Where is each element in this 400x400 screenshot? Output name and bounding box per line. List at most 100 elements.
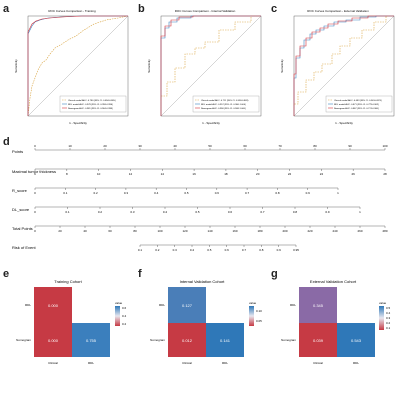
axis-tick-label: 10 [97,172,101,176]
legend-tick: 0.1 [386,326,391,330]
col-label: Clinical [182,361,192,365]
axis-tick-label: 26 [352,172,356,176]
axis-tick-label: 10 [68,144,72,148]
axis-tick-label: 24 [320,172,324,176]
panel-letter-f: f [138,268,142,280]
legend-rdl: RDL model AUC: 0.957 (95% CI: 0.906-1.00… [201,103,246,106]
cell-value: 0.755 [86,338,97,343]
axis-tick-label: 20 [256,172,260,176]
clinical-roc-line [293,15,394,116]
risk-axis: 0.1 0.2 0.3 0.4 0.5 0.6 0.7 0.8 0.9 0.95 [138,245,299,252]
legend-rdl: RDL model AUC: 0.978 (95% CI: 0.959-0.99… [68,103,113,106]
axis-tick-label: 220 [307,229,312,233]
cell-value: 0.012 [182,338,193,343]
axis-tick-label: 0.6 [225,248,230,252]
roc-title: ROC Curves Comparison - Training [48,9,96,13]
axis-tick-label: 16 [192,172,196,176]
axis-tick-label: 180 [257,229,262,233]
axis-tick-label: 8 [66,172,68,176]
cell-rdl-clinical [34,287,72,323]
cell-nomogram-clinical [34,323,72,357]
axis-tick-label: 80 [313,144,317,148]
axis-tick-label: 200 [282,229,287,233]
axis-tick-label: 60 [243,144,247,148]
axis-tick-label: 0.8 [259,248,264,252]
col-label: Clinical [48,361,58,365]
axis-tick-label: 0 [34,229,36,233]
nomogram-row-label: Maximal tumor thickness [12,169,56,174]
axis-tick-label: 50 [208,144,212,148]
cell-rdl-clinical [299,287,337,323]
col-label: Clinical [313,361,323,365]
heatmap-internal: Internal Validation Cohort 0.127 0.012 0… [150,279,262,365]
roc-ylabel: Sensitivity [280,59,284,73]
row-label: Nomogram [16,338,31,342]
nomogram-row-label: Total Points [12,226,33,231]
legend-clinical: Clinical model AUC: 0.711 (95% CI: 0.558… [201,99,249,102]
axis-tick-label: 0.6 [228,210,233,214]
nomogram-row-label: R_score [12,188,28,193]
axis-tick-label: 0.4 [163,210,168,214]
diagonal-reference-line [27,15,129,117]
axis-tick-label: 0.7 [245,191,250,195]
plot-frame [293,15,395,117]
roc-xlabel: 1 - Specificity [335,121,353,125]
legend-tick: 0.2 [386,321,391,325]
axis-tick-label: 0.4 [190,248,195,252]
axis-tick-label: 60 [108,229,112,233]
axis-tick-label: 40 [83,229,87,233]
axis-tick-label: 0.3 [130,210,135,214]
heatmap-title: External Validation Cohort [310,279,357,284]
roc-title: ROC Curves Comparison - External Validat… [307,9,369,13]
axis-tick-label: 0.1 [63,191,68,195]
axis-tick-label: 0.3 [124,191,129,195]
axis-tick-label: 0.1 [138,248,143,252]
cell-value: 0.141 [220,338,231,343]
axis-tick-label: 0.2 [94,191,99,195]
col-label: RDL [353,361,359,365]
nomogram-roc-line [160,15,261,116]
axis-tick-label: 0.5 [195,210,200,214]
axis-tick-label: 30 [138,144,142,148]
legend-tick: 0.4 [122,314,127,318]
roc-legend-box [192,95,260,113]
legend-tick: 0.05 [256,319,262,323]
axis-tick-label: 0.8 [293,210,298,214]
cell-value: 0.000 [48,338,59,343]
axis-tick-label: 140 [207,229,212,233]
axis-tick-label: 0.9 [306,191,311,195]
cell-nomogram-rdl [206,323,244,357]
legend-tick: 0.4 [386,311,391,315]
legend-nomogram: Nomogram AUC: 0.867 (95% CI: 0.774-0.960… [334,107,379,110]
axis-tick-label: 0.7 [260,210,265,214]
heatmap-title: Training Cohort [54,279,82,284]
rdl-roc-line [160,15,261,116]
cell-nomogram-clinical [299,323,337,357]
row-label: Nomogram [150,338,165,342]
legend-rdl: RDL model AUC: 0.871 (95% CI: 0.779-0.96… [334,103,379,106]
roc-ylabel: Sensitivity [147,59,151,73]
clinical-roc-line [27,15,129,117]
legend-tick: 0.3 [386,316,391,320]
axis-tick-label: 20 [103,144,107,148]
axis-tick-label: 22 [288,172,292,176]
points-axis: 0 10 20 30 40 50 60 70 80 90 100 [34,144,388,150]
axis-tick-label: 0.8 [275,191,280,195]
cell-value: 0.000 [48,303,59,308]
legend-colorbar [249,306,254,326]
nomogram-roc-line [27,15,128,116]
legend-tick: 0.5 [386,306,391,310]
cell-value: 0.543 [351,338,362,343]
roc-xlabel: 1 - Specificity [69,121,87,125]
axis-tick-label: 0.5 [184,191,189,195]
roc-ylabel: Sensitivity [14,59,18,73]
axis-tick-label: 14 [161,172,165,176]
diagonal-reference-line [160,15,262,117]
heatmap-external: External Validation Cohort 0.345 0.039 0… [281,279,391,365]
row-label: RDL [290,303,296,307]
cell-value: 0.345 [313,303,324,308]
legend-nomogram: Nomogram AUC: 0.958 (95% CI: 0.908-1.000… [201,107,246,110]
axis-tick-label: 0.3 [173,248,178,252]
axis-tick-label: 12 [129,172,133,176]
axis-tick-label: 240 [332,229,337,233]
